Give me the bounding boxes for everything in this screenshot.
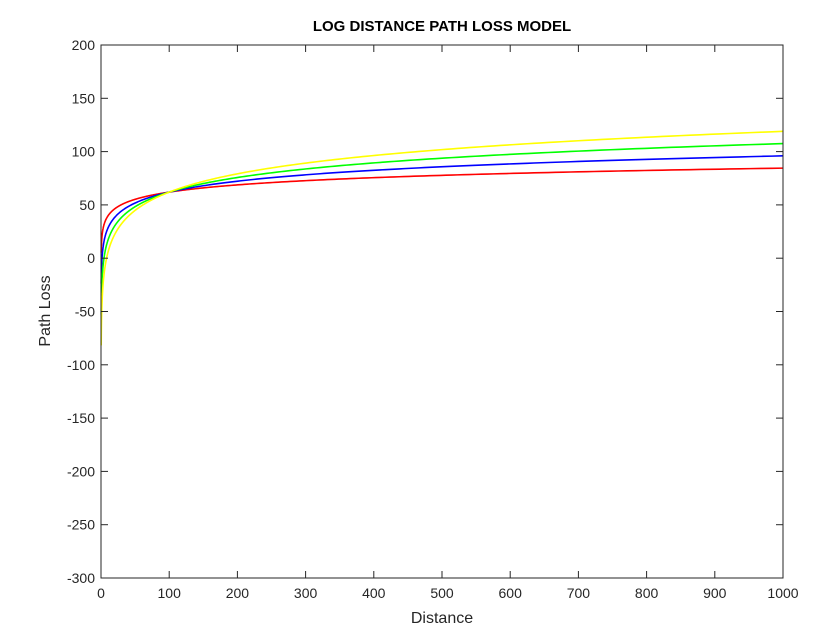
series-group — [100, 130, 784, 346]
y-axis-ticks: 200 150 100 50 0 -50 -100 -150 -200 -250 -300 — [67, 37, 783, 586]
x-tick-label: 900 — [703, 585, 727, 601]
x-tick-label: 300 — [294, 585, 318, 601]
x-tick-label: 0 — [97, 585, 105, 601]
y-tick-label: 50 — [79, 197, 95, 213]
chart-title: LOG DISTANCE PATH LOSS MODEL — [313, 18, 571, 35]
y-tick-label: 0 — [87, 250, 95, 266]
y-tick-label: -300 — [67, 570, 95, 586]
x-tick-label: 200 — [226, 585, 250, 601]
x-tick-label: 600 — [499, 585, 523, 601]
y-tick-label: 200 — [72, 37, 96, 53]
plot-frame — [100, 44, 784, 579]
x-tick-label: 800 — [635, 585, 659, 601]
x-tick-label: 400 — [362, 585, 386, 601]
y-tick-label: 150 — [72, 90, 96, 106]
x-tick-label: 500 — [430, 585, 454, 601]
x-axis-ticks: 0 100 200 300 400 500 600 700 800 900 1000 — [97, 45, 799, 601]
y-tick-label: -100 — [67, 357, 95, 373]
y-tick-label: -50 — [75, 304, 95, 320]
series-line-3 — [100, 142, 784, 315]
y-tick-label: -250 — [67, 517, 95, 533]
y-tick-label: -200 — [67, 463, 95, 479]
series-line-2 — [100, 155, 784, 284]
x-tick-label: 100 — [158, 585, 182, 601]
series-line-1 — [100, 167, 784, 253]
series-line-4 — [100, 130, 784, 346]
y-axis-label: Path Loss — [37, 275, 54, 346]
y-tick-label: 100 — [72, 144, 96, 160]
x-axis-label: Distance — [411, 610, 473, 627]
x-tick-label: 700 — [567, 585, 591, 601]
x-tick-label: 1000 — [767, 585, 798, 601]
y-tick-label: -150 — [67, 410, 95, 426]
